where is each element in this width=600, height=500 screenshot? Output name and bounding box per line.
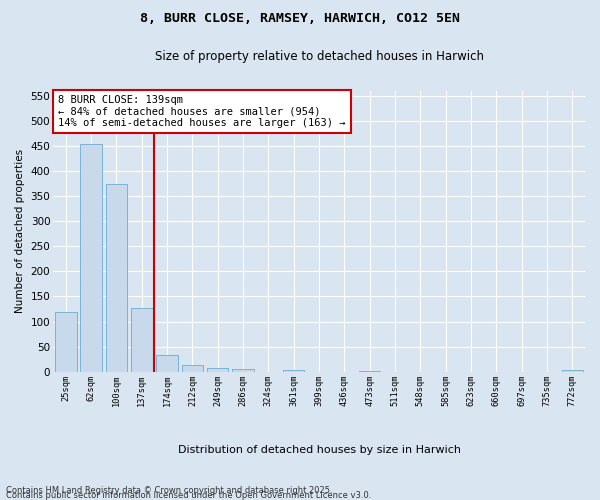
Text: Contains public sector information licensed under the Open Government Licence v3: Contains public sector information licen… xyxy=(6,491,371,500)
Bar xyxy=(283,370,304,372)
Bar xyxy=(55,312,77,372)
Y-axis label: Number of detached properties: Number of detached properties xyxy=(15,149,25,314)
Bar xyxy=(207,368,229,372)
Bar xyxy=(80,144,102,372)
X-axis label: Distribution of detached houses by size in Harwich: Distribution of detached houses by size … xyxy=(178,445,461,455)
Title: Size of property relative to detached houses in Harwich: Size of property relative to detached ho… xyxy=(155,50,484,63)
Bar xyxy=(182,366,203,372)
Text: 8, BURR CLOSE, RAMSEY, HARWICH, CO12 5EN: 8, BURR CLOSE, RAMSEY, HARWICH, CO12 5EN xyxy=(140,12,460,26)
Bar xyxy=(359,371,380,372)
Bar xyxy=(562,370,583,372)
Text: 8 BURR CLOSE: 139sqm
← 84% of detached houses are smaller (954)
14% of semi-deta: 8 BURR CLOSE: 139sqm ← 84% of detached h… xyxy=(58,95,346,128)
Text: Contains HM Land Registry data © Crown copyright and database right 2025.: Contains HM Land Registry data © Crown c… xyxy=(6,486,332,495)
Bar xyxy=(232,370,254,372)
Bar xyxy=(157,355,178,372)
Bar xyxy=(106,184,127,372)
Bar xyxy=(131,308,152,372)
